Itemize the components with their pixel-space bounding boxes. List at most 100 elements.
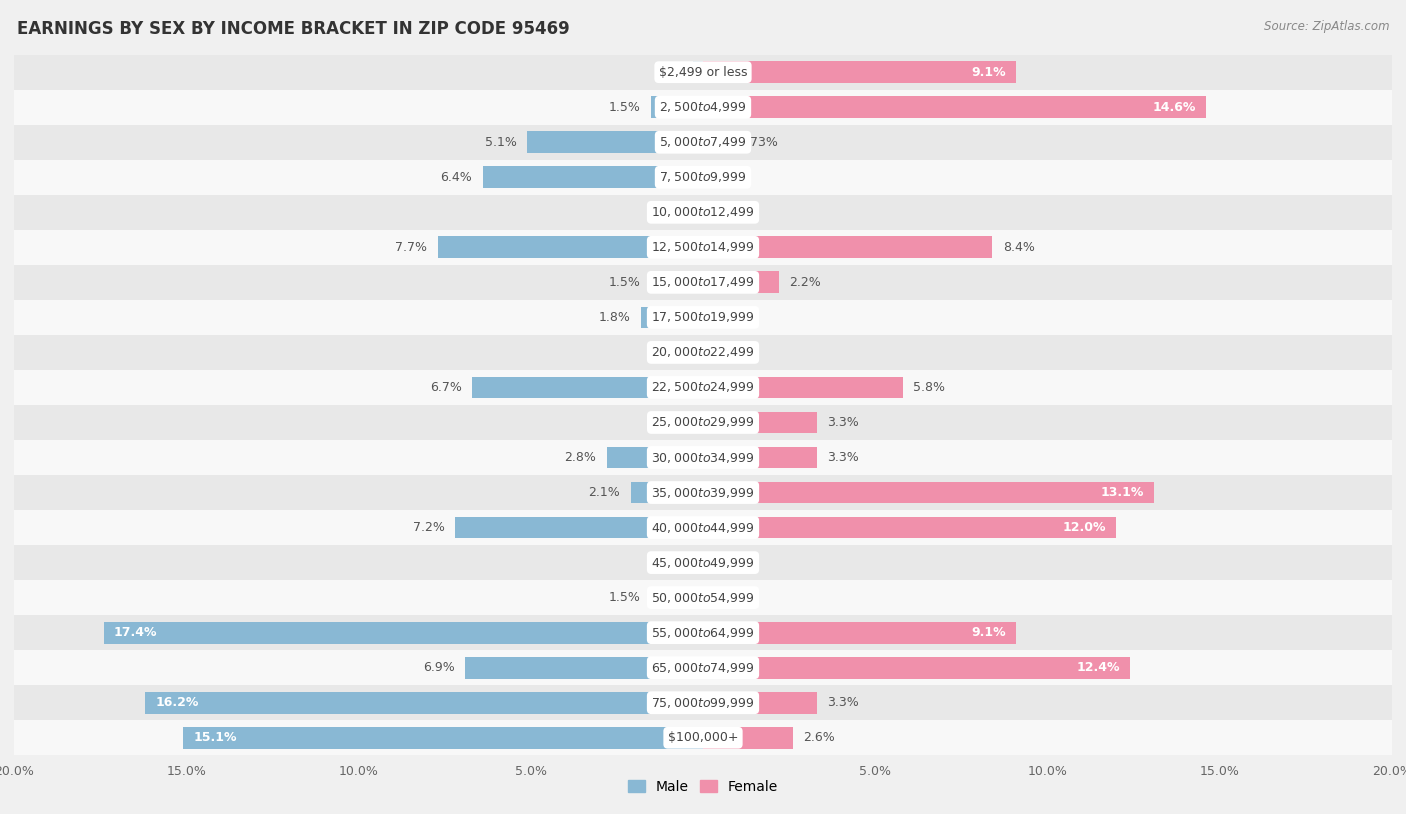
Bar [14,55,1392,90]
Text: 0.0%: 0.0% [661,556,693,569]
Text: $5,000 to $7,499: $5,000 to $7,499 [659,135,747,149]
Text: 0.0%: 0.0% [661,206,693,219]
Text: $2,500 to $4,999: $2,500 to $4,999 [659,100,747,114]
Bar [14,125,1392,160]
Text: 2.2%: 2.2% [789,276,821,289]
Bar [703,377,903,398]
Text: $30,000 to $34,999: $30,000 to $34,999 [651,450,755,465]
Bar [703,692,817,714]
Text: 3.3%: 3.3% [827,416,859,429]
Text: 8.4%: 8.4% [1002,241,1035,254]
Bar [606,447,703,468]
Text: $12,500 to $14,999: $12,500 to $14,999 [651,240,755,254]
Bar [703,552,713,573]
Text: 2.6%: 2.6% [803,731,835,744]
Text: 7.7%: 7.7% [395,241,427,254]
Bar [703,587,713,609]
Bar [14,90,1392,125]
Bar [693,412,703,433]
Bar [14,475,1392,510]
Bar [14,580,1392,615]
Bar [693,552,703,573]
Text: $2,499 or less: $2,499 or less [659,66,747,79]
Text: 3.3%: 3.3% [827,696,859,709]
Text: 0.0%: 0.0% [713,171,745,184]
Text: 6.7%: 6.7% [430,381,461,394]
Text: Source: ZipAtlas.com: Source: ZipAtlas.com [1264,20,1389,33]
Bar [693,201,703,223]
Text: 0.0%: 0.0% [661,66,693,79]
Text: 6.9%: 6.9% [423,661,456,674]
Bar [14,195,1392,230]
Bar [465,657,703,679]
Text: 12.0%: 12.0% [1063,521,1107,534]
Text: $40,000 to $44,999: $40,000 to $44,999 [651,521,755,535]
Bar [527,131,703,153]
Bar [703,412,817,433]
Bar [437,237,703,258]
Text: 0.0%: 0.0% [661,346,693,359]
Bar [703,342,713,363]
Bar [703,166,713,188]
Bar [703,237,993,258]
Text: 1.8%: 1.8% [599,311,631,324]
Bar [14,440,1392,475]
Bar [482,166,703,188]
Bar [703,657,1130,679]
Bar [14,370,1392,405]
Bar [703,272,779,293]
Bar [14,160,1392,195]
Text: 15.1%: 15.1% [193,731,236,744]
Bar [472,377,703,398]
Text: 9.1%: 9.1% [972,626,1007,639]
Text: 0.0%: 0.0% [713,346,745,359]
Text: 3.3%: 3.3% [827,451,859,464]
Bar [703,447,817,468]
Text: 12.4%: 12.4% [1077,661,1119,674]
Bar [456,517,703,538]
Text: $100,000+: $100,000+ [668,731,738,744]
Text: 1.5%: 1.5% [609,101,641,114]
Text: $55,000 to $64,999: $55,000 to $64,999 [651,626,755,640]
Text: $75,000 to $99,999: $75,000 to $99,999 [651,696,755,710]
Text: $7,500 to $9,999: $7,500 to $9,999 [659,170,747,184]
Bar [703,517,1116,538]
Text: 16.2%: 16.2% [155,696,198,709]
Bar [651,96,703,118]
Text: $15,000 to $17,499: $15,000 to $17,499 [651,275,755,289]
Text: 0.73%: 0.73% [738,136,779,149]
Text: $20,000 to $22,499: $20,000 to $22,499 [651,345,755,360]
Text: $65,000 to $74,999: $65,000 to $74,999 [651,661,755,675]
Bar [631,482,703,503]
Bar [145,692,703,714]
Bar [703,307,713,328]
Bar [104,622,703,644]
Text: 17.4%: 17.4% [114,626,157,639]
Bar [651,587,703,609]
Bar [183,727,703,749]
Bar [693,61,703,83]
Text: 5.1%: 5.1% [485,136,517,149]
Text: $25,000 to $29,999: $25,000 to $29,999 [651,415,755,430]
Text: 0.0%: 0.0% [713,311,745,324]
Bar [14,265,1392,300]
Text: 0.0%: 0.0% [661,416,693,429]
Bar [14,300,1392,335]
Text: 0.0%: 0.0% [713,556,745,569]
Bar [651,272,703,293]
Legend: Male, Female: Male, Female [623,774,783,799]
Bar [14,230,1392,265]
Text: $50,000 to $54,999: $50,000 to $54,999 [651,591,755,605]
Text: 0.0%: 0.0% [713,206,745,219]
Bar [14,405,1392,440]
Text: 5.8%: 5.8% [912,381,945,394]
Text: 6.4%: 6.4% [440,171,472,184]
Text: $22,500 to $24,999: $22,500 to $24,999 [651,380,755,395]
Text: 2.8%: 2.8% [564,451,596,464]
Text: $45,000 to $49,999: $45,000 to $49,999 [651,556,755,570]
Bar [14,545,1392,580]
Text: EARNINGS BY SEX BY INCOME BRACKET IN ZIP CODE 95469: EARNINGS BY SEX BY INCOME BRACKET IN ZIP… [17,20,569,38]
Text: $35,000 to $39,999: $35,000 to $39,999 [651,485,755,500]
Text: 9.1%: 9.1% [972,66,1007,79]
Text: 14.6%: 14.6% [1153,101,1195,114]
